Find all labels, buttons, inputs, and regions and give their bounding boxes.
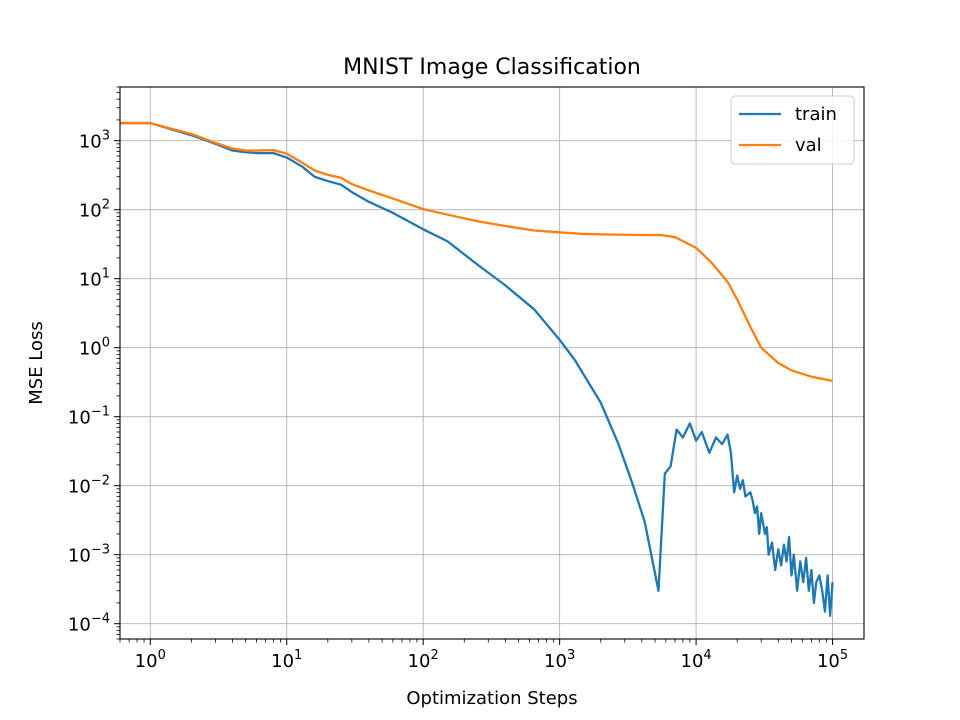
x-tick-base: 10 xyxy=(408,651,431,672)
y-tick-base: 10 xyxy=(79,201,102,222)
x-axis-label: Optimization Steps xyxy=(406,688,577,709)
y-axis-label: MSE Loss xyxy=(26,321,47,405)
x-tick-label: 102 xyxy=(408,648,439,672)
legend-label-train: train xyxy=(795,104,837,125)
x-tick-label: 103 xyxy=(544,648,575,672)
y-tick-exponent: −3 xyxy=(91,543,110,558)
x-tick-label: 104 xyxy=(681,648,712,672)
y-tick-exponent: 2 xyxy=(102,198,110,213)
x-tick-base: 10 xyxy=(544,651,567,672)
grid xyxy=(120,87,864,639)
x-tick-label: 100 xyxy=(135,648,166,672)
x-tick-exponent: 3 xyxy=(567,648,575,663)
y-tick-base: 10 xyxy=(68,477,91,498)
y-tick-label: 10−3 xyxy=(68,543,110,567)
ticks: 100 101 102 103 104 10510−410−310−210−1100101… xyxy=(68,86,848,672)
y-tick-exponent: 0 xyxy=(102,336,110,351)
legend-label-val: val xyxy=(795,135,822,156)
x-tick-base: 10 xyxy=(135,651,158,672)
legend: train val xyxy=(730,95,855,165)
x-tick-exponent: 4 xyxy=(703,648,711,663)
y-tick-base: 10 xyxy=(79,132,102,153)
x-tick-exponent: 0 xyxy=(158,648,166,663)
y-tick-exponent: 3 xyxy=(102,129,110,144)
y-tick-base: 10 xyxy=(79,339,102,360)
y-tick-label: 10−1 xyxy=(68,405,110,429)
y-tick-label: 102 xyxy=(79,198,110,222)
x-tick-exponent: 5 xyxy=(840,648,848,663)
series-line-val xyxy=(120,121,833,383)
y-tick-label: 100 xyxy=(79,336,110,360)
x-tick-base: 10 xyxy=(681,651,704,672)
y-tick-exponent: −4 xyxy=(91,612,110,627)
x-tick-label: 105 xyxy=(817,648,848,672)
y-tick-base: 10 xyxy=(68,546,91,567)
x-tick-base: 10 xyxy=(817,651,840,672)
y-tick-label: 10−4 xyxy=(68,612,110,636)
x-tick-base: 10 xyxy=(271,651,294,672)
y-tick-exponent: −2 xyxy=(91,474,110,489)
y-tick-label: 101 xyxy=(79,267,110,291)
y-tick-base: 10 xyxy=(68,408,91,429)
x-tick-exponent: 2 xyxy=(430,648,438,663)
y-tick-base: 10 xyxy=(79,270,102,291)
y-tick-base: 10 xyxy=(68,615,91,636)
x-tick-label: 101 xyxy=(271,648,302,672)
series-line-train xyxy=(120,121,834,617)
chart-title: MNIST Image Classification xyxy=(343,55,641,80)
y-tick-exponent: 1 xyxy=(102,267,110,282)
y-tick-label: 10−2 xyxy=(68,474,110,498)
y-tick-label: 103 xyxy=(79,129,110,153)
series-lines xyxy=(120,121,834,617)
y-tick-exponent: −1 xyxy=(91,405,110,420)
x-tick-exponent: 1 xyxy=(294,648,302,663)
